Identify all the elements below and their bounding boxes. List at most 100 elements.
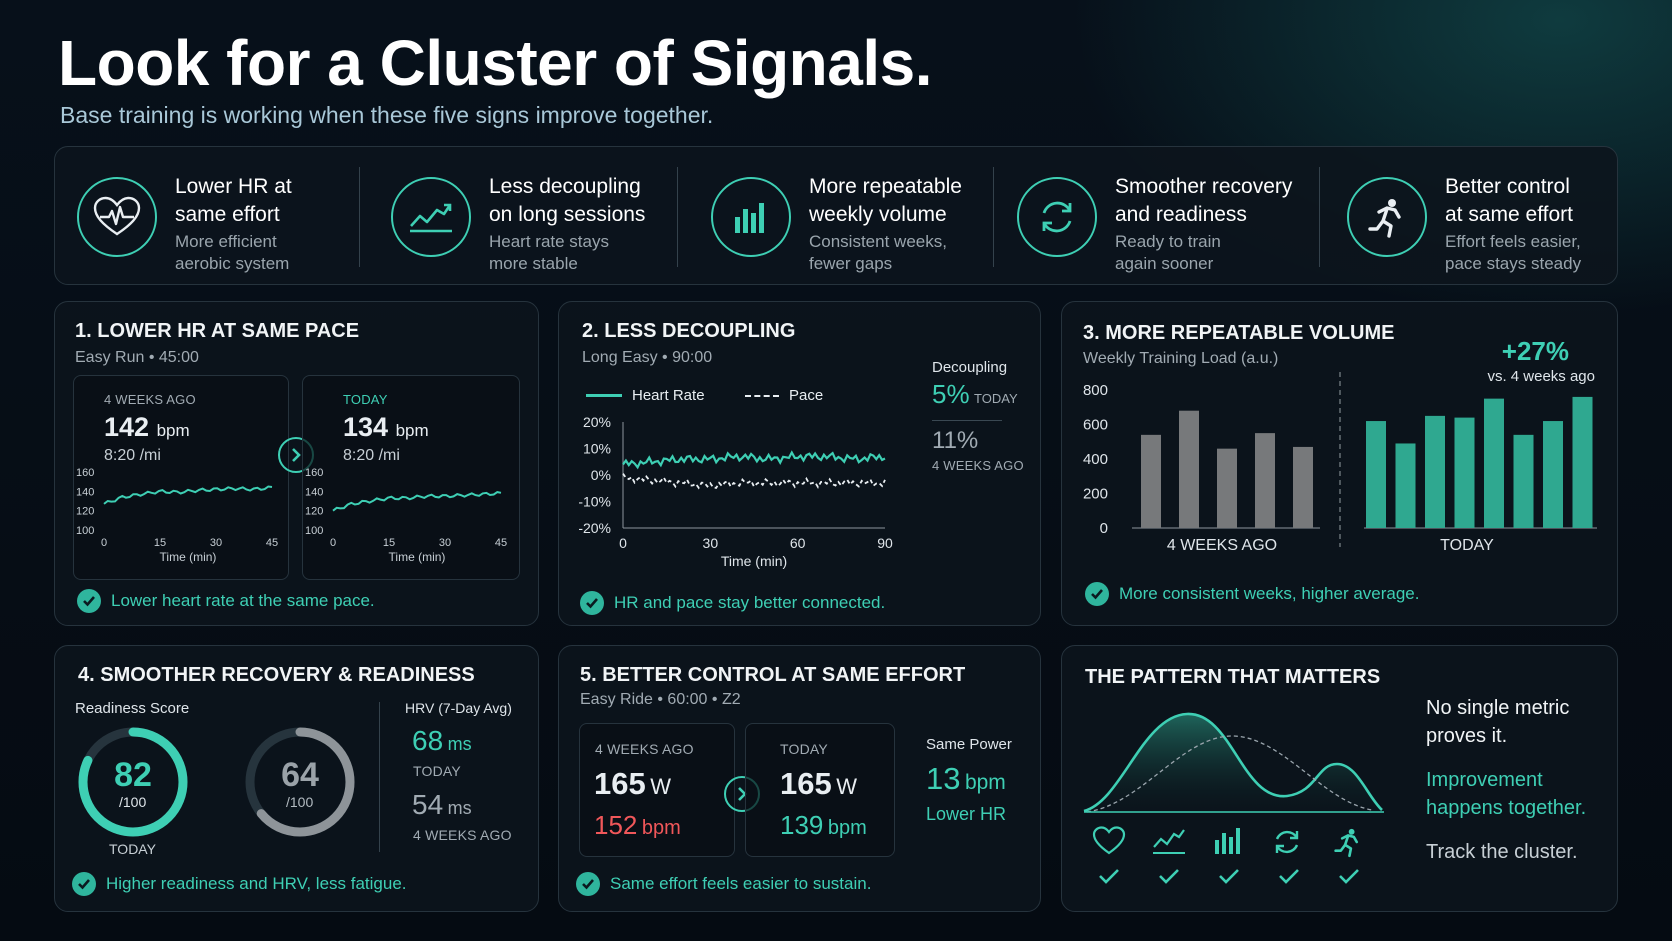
before-hr: 142 bpm xyxy=(104,412,190,442)
bar-today xyxy=(1454,417,1475,528)
x-tick-label: 30 xyxy=(703,535,719,551)
before-pace: 8:20 /mi xyxy=(104,447,161,464)
pattern-curves-illustration xyxy=(1083,712,1384,813)
x-axis-label: Time (min) xyxy=(721,553,787,569)
divider xyxy=(379,702,380,852)
trend-up-icon xyxy=(391,177,471,257)
bar-today xyxy=(1513,434,1534,528)
signal-title: Less decoupling on long sessions xyxy=(489,175,646,226)
x-tick-label: 15 xyxy=(154,537,166,549)
readiness-before-den: /100 xyxy=(286,794,314,810)
readiness-before-score: 64 xyxy=(281,756,319,794)
trend-up-icon xyxy=(1152,826,1186,861)
signal-desc: Effort feels easier, pace stays steady xyxy=(1445,232,1582,273)
y-tick-label: 140 xyxy=(76,486,94,498)
check-icon xyxy=(72,872,96,896)
y-tick-label: 800 xyxy=(1083,382,1108,399)
y-tick-label: 100 xyxy=(305,525,323,537)
heart-rate-line xyxy=(622,450,886,470)
y-tick-label: 100 xyxy=(76,525,94,537)
group-label: 4 WEEKS AGO xyxy=(1167,537,1277,554)
signal-desc: More efficient aerobic system xyxy=(175,232,290,273)
pace-line xyxy=(622,473,886,490)
signal-lower-hr: Lower HR at same effort More efficient aer… xyxy=(77,155,357,279)
readiness-label: Readiness Score xyxy=(75,700,190,717)
panel-footer: More consistent weeks, higher average. xyxy=(1085,582,1420,606)
check-icon xyxy=(1218,868,1240,889)
check-icon xyxy=(1085,582,1109,606)
panel-title: 4. SMOOTHER RECOVERY & READINESS xyxy=(78,664,475,686)
y-tick-label: 10% xyxy=(583,441,611,457)
refresh-icon xyxy=(1017,177,1097,257)
bar-today xyxy=(1484,398,1504,528)
panel-subtitle: Long Easy • 90:00 xyxy=(582,349,713,366)
runner-icon xyxy=(1347,177,1427,257)
x-tick-label: 30 xyxy=(210,537,222,549)
page-subtitle: Base training is working when these five… xyxy=(60,102,714,128)
after-hr-chart: 160 140 120 100 0 15 30 45 Time (min) xyxy=(305,467,507,564)
x-axis-label: Time (min) xyxy=(160,550,217,564)
same-power-label: Same Power xyxy=(926,736,1012,753)
pattern-text-3: Track the cluster. xyxy=(1426,841,1578,863)
panel-title: 5. BETTER CONTROL AT SAME EFFORT xyxy=(580,664,966,686)
y-tick-label: 0% xyxy=(591,467,611,483)
signal-title: More repeatable weekly volume xyxy=(809,175,962,226)
signal-desc: Heart rate stays more stable xyxy=(489,232,609,273)
volume-delta: +27% xyxy=(1501,336,1569,366)
check-icon xyxy=(576,872,600,896)
signal-desc: Consistent weeks, fewer gaps xyxy=(809,232,947,273)
page-title: Look for a Cluster of Signals. xyxy=(58,27,933,99)
after-card: TODAY 134 bpm 8:20 /mi 160 140 120 100 0 15 30… xyxy=(302,375,520,580)
group-label: TODAY xyxy=(1440,537,1494,554)
panel-footer: Lower heart rate at the same pace. xyxy=(77,589,375,613)
bar-today xyxy=(1425,415,1445,528)
pattern-text-1: No single metric proves it. xyxy=(1426,697,1570,747)
signal-smoother-recovery: Smoother recovery and readiness Ready to … xyxy=(1017,155,1317,279)
hr-series-line xyxy=(332,491,502,512)
divider xyxy=(1319,167,1320,267)
panel-title: 2. LESS DECOUPLING xyxy=(582,320,796,342)
divider xyxy=(993,167,994,267)
x-tick-label: 60 xyxy=(790,535,806,551)
pattern-icons-row xyxy=(1084,826,1384,890)
after-label: TODAY xyxy=(343,392,388,407)
hr-series-line xyxy=(103,485,273,505)
y-tick-label: 160 xyxy=(76,467,94,479)
divider xyxy=(677,167,678,267)
bar-today xyxy=(1366,421,1386,528)
signal-repeatable-volume: More repeatable weekly volume Consistent … xyxy=(711,155,1001,279)
bar-before xyxy=(1179,410,1199,528)
check-icon xyxy=(580,591,604,615)
panel-subtitle: Easy Run • 45:00 xyxy=(75,349,199,366)
readiness-today-label: TODAY xyxy=(109,841,156,857)
bar-today xyxy=(1543,421,1563,528)
panel-smoother-recovery: 4. SMOOTHER RECOVERY & READINESS Readine… xyxy=(54,645,539,912)
y-tick-label: 140 xyxy=(305,486,323,498)
y-tick-label: -20% xyxy=(578,520,611,536)
signal-desc: Ready to train again sooner xyxy=(1115,232,1221,273)
readiness-today-den: /100 xyxy=(119,794,147,810)
y-tick-label: 20% xyxy=(583,414,611,430)
readiness-today-gauge xyxy=(78,727,188,837)
divider xyxy=(932,420,1002,421)
after-power: 165 W xyxy=(780,766,857,801)
hrv-today: 68 ms xyxy=(412,725,472,756)
decoupling-today: 5% TODAY xyxy=(932,379,1018,409)
hrv-today-label: TODAY xyxy=(413,763,461,779)
heart-pulse-icon xyxy=(77,177,157,257)
after-pace: 8:20 /mi xyxy=(343,447,400,464)
panel-footer: HR and pace stay better connected. xyxy=(580,591,885,615)
x-tick-label: 0 xyxy=(101,537,107,549)
x-tick-label: 90 xyxy=(877,535,893,551)
x-tick-label: 0 xyxy=(619,535,627,551)
panel-less-decoupling: 2. LESS DECOUPLING Long Easy • 90:00 Hea… xyxy=(558,301,1041,626)
before-card: 4 WEEKS AGO 165 W 152 bpm xyxy=(579,723,735,857)
before-hr-chart: 160 140 120 100 0 15 30 45 Time (min) xyxy=(76,467,278,564)
panel-title: THE PATTERN THAT MATTERS xyxy=(1085,666,1381,688)
footer-text: Lower heart rate at the same pace. xyxy=(111,591,375,610)
signal-less-decoupling: Less decoupling on long sessions Heart ra… xyxy=(391,155,671,279)
x-tick-label: 15 xyxy=(383,537,395,549)
panel-subtitle: Weekly Training Load (a.u.) xyxy=(1083,350,1279,367)
decoupling-label: Decoupling xyxy=(932,359,1008,376)
decoupling-before-label: 4 WEEKS AGO xyxy=(932,458,1024,473)
